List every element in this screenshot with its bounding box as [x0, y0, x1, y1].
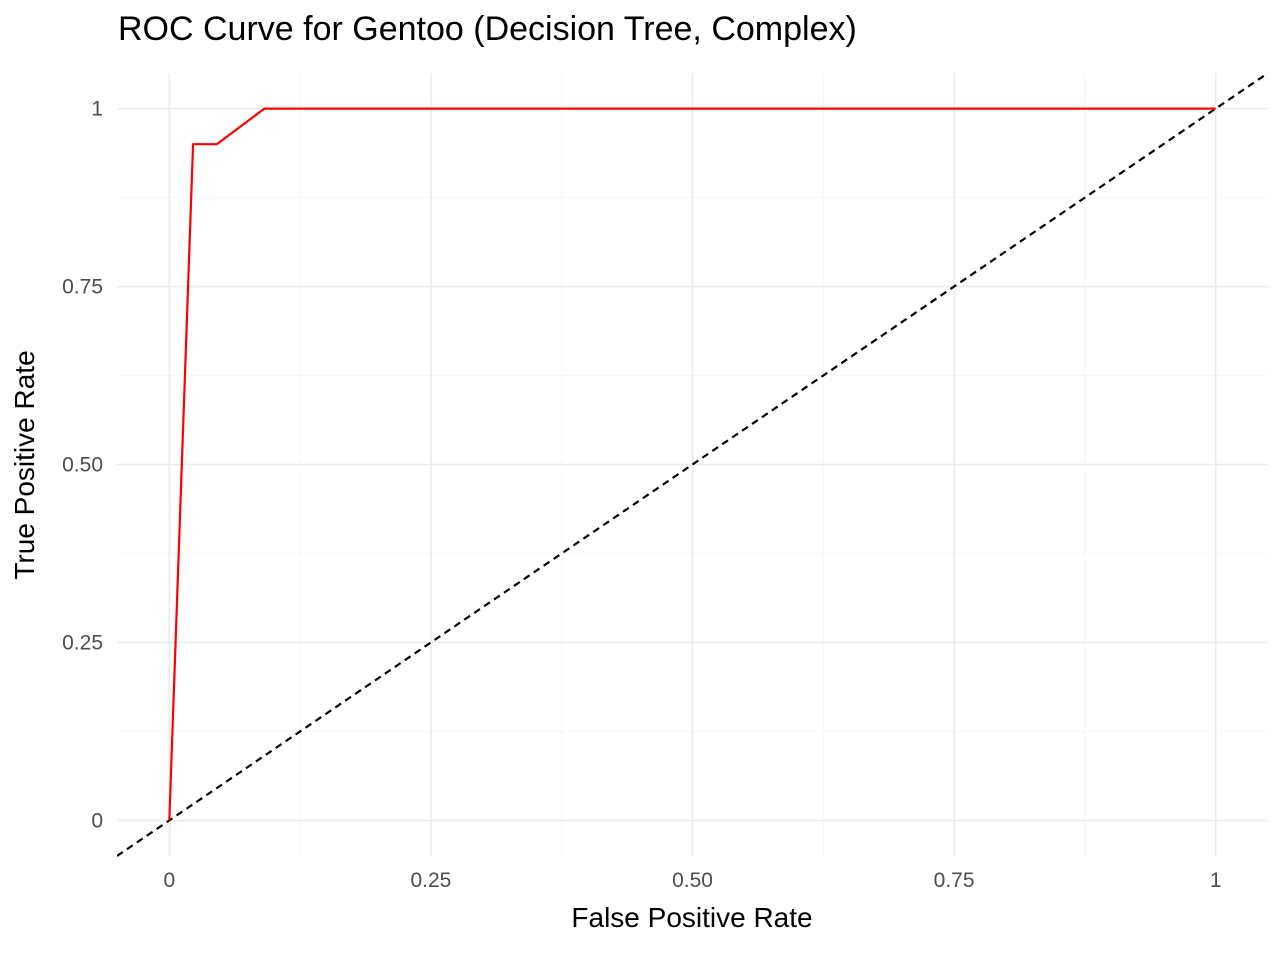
x-tick-label-3: 0.75 [934, 869, 975, 892]
tick-labels: 0 0.25 0.50 0.75 1 0 0.25 0.50 0.75 1 [62, 98, 1221, 892]
y-tick-label-3: 0.75 [62, 276, 103, 299]
chart-title: ROC Curve for Gentoo (Decision Tree, Com… [118, 10, 857, 48]
x-tick-label-4: 1 [1210, 869, 1222, 892]
y-axis-title: True Positive Rate [9, 350, 40, 579]
x-axis-title: False Positive Rate [571, 902, 812, 933]
x-tick-label-1: 0.25 [410, 869, 451, 892]
roc-curve-line [168, 107, 1216, 821]
y-tick-label-4: 1 [91, 98, 103, 121]
reference-diagonal-line [117, 72, 1268, 857]
series-layer [117, 72, 1268, 857]
y-tick-label-0: 0 [91, 809, 103, 832]
y-tick-label-2: 0.50 [62, 454, 103, 477]
x-tick-label-0: 0 [163, 869, 175, 892]
x-tick-label-2: 0.50 [672, 869, 713, 892]
y-tick-label-1: 0.25 [62, 631, 103, 654]
